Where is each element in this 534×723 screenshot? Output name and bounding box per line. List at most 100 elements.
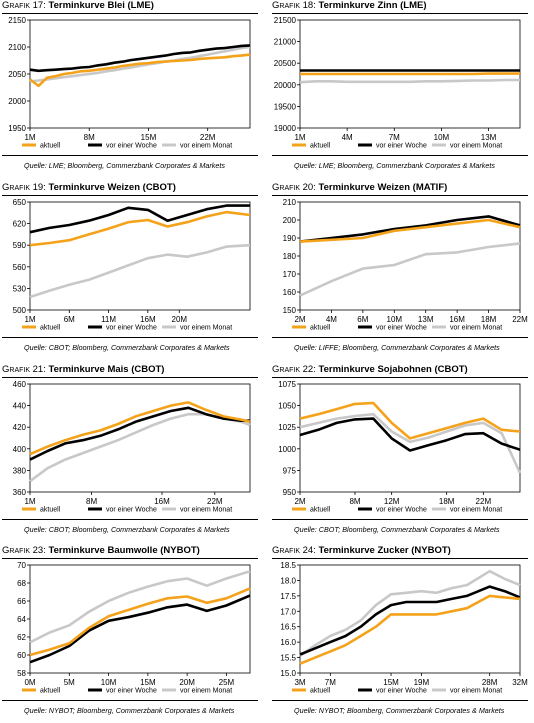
x-tick-label: 13M <box>418 315 434 324</box>
y-tick-label: 380 <box>13 466 27 475</box>
x-tick-label: 22M <box>207 497 223 506</box>
y-tick-label: 20000 <box>274 81 297 90</box>
y-tick-label: 180 <box>283 252 297 261</box>
x-tick-label: 8M <box>84 133 95 142</box>
y-tick-label: 530 <box>13 284 27 293</box>
x-tick-label: 20M <box>179 678 195 687</box>
x-tick-label: 8M <box>349 497 360 506</box>
x-tick-label: 13M <box>481 133 497 142</box>
plot-frame <box>300 565 520 673</box>
source-rule <box>272 337 528 338</box>
y-tick-label: 2100 <box>8 43 26 52</box>
legend-label: vor einer Woche <box>376 325 427 332</box>
x-tick-label: 25M <box>219 678 235 687</box>
legend-label: vor einem Monat <box>450 143 502 150</box>
legend-label: aktuell <box>310 143 331 150</box>
series-line-vor-einem-Monat <box>30 414 250 481</box>
legend-label: vor einem Monat <box>180 507 232 514</box>
source-note: Quelle: NYBOT; Bloomberg, Commerzbank Co… <box>24 706 234 715</box>
series-line-vor-einem-Monat <box>300 80 520 82</box>
x-tick-label: 1M <box>24 497 35 506</box>
legend-label: aktuell <box>310 688 331 695</box>
x-tick-label: 8M <box>86 497 97 506</box>
series-line-vor-einem-Monat <box>30 245 250 297</box>
x-tick-label: 6M <box>64 315 75 324</box>
legend-label: aktuell <box>40 325 61 332</box>
y-tick-label: 190 <box>283 234 297 243</box>
y-tick-label: 950 <box>283 488 297 497</box>
source-note: Quelle: NYBOT; Bloomberg, Commerzbank Co… <box>294 706 504 715</box>
x-tick-label: 1M <box>24 133 35 142</box>
y-tick-label: 70 <box>17 561 26 570</box>
y-tick-label: 2000 <box>8 97 26 106</box>
legend-label: aktuell <box>40 507 61 514</box>
source-note: Quelle: CBOT; Bloomberg, Commerzbank Cor… <box>24 343 230 352</box>
x-tick-label: 10M <box>434 133 450 142</box>
legend-label: aktuell <box>40 688 61 695</box>
y-tick-label: 420 <box>13 423 27 432</box>
x-tick-label: 32M <box>512 678 528 687</box>
y-tick-label: 17.5 <box>280 592 296 601</box>
x-tick-label: 16M <box>140 315 156 324</box>
y-tick-label: 19500 <box>274 102 297 111</box>
legend-label: vor einer Woche <box>376 143 427 150</box>
y-tick-label: 1000 <box>278 445 296 454</box>
y-tick-label: 17.0 <box>280 607 296 616</box>
y-tick-label: 60 <box>17 651 26 660</box>
legend-label: vor einem Monat <box>180 325 232 332</box>
source-rule <box>2 519 258 520</box>
y-tick-label: 590 <box>13 241 27 250</box>
legend-label: vor einem Monat <box>450 688 502 695</box>
source-note: Quelle: CBOT; Bloomberg, Commerzbank Cor… <box>294 525 500 534</box>
legend-label: vor einem Monat <box>180 143 232 150</box>
y-tick-label: 975 <box>283 466 297 475</box>
legend-label: aktuell <box>310 507 331 514</box>
legend-label: vor einer Woche <box>106 325 157 332</box>
y-tick-label: 210 <box>283 198 297 207</box>
legend-label: aktuell <box>310 325 331 332</box>
x-tick-label: 6M <box>357 315 368 324</box>
source-rule <box>272 519 528 520</box>
y-tick-label: 21500 <box>274 16 297 25</box>
chart-panel-19: Grafik 19: Terminkurve Weizen (CBOT) 500… <box>0 182 262 360</box>
x-tick-label: 4M <box>326 315 337 324</box>
y-tick-label: 400 <box>13 445 27 454</box>
y-tick-label: 1050 <box>278 402 296 411</box>
x-tick-label: 22M <box>512 315 528 324</box>
y-tick-label: 66 <box>17 597 26 606</box>
y-tick-label: 500 <box>13 306 27 315</box>
y-tick-label: 64 <box>17 615 26 624</box>
plot-frame <box>30 384 250 492</box>
y-tick-label: 200 <box>283 216 297 225</box>
y-tick-label: 1950 <box>8 124 26 133</box>
y-tick-label: 16.0 <box>280 638 296 647</box>
y-tick-label: 16.5 <box>280 623 296 632</box>
legend-label: vor einer Woche <box>376 688 427 695</box>
y-tick-label: 460 <box>13 380 27 389</box>
x-tick-label: 20M <box>172 315 188 324</box>
legend-label: vor einer Woche <box>106 507 157 514</box>
y-tick-label: 62 <box>17 633 26 642</box>
y-tick-label: 19000 <box>274 124 297 133</box>
x-tick-label: 2M <box>294 497 305 506</box>
x-tick-label: 10M <box>101 678 117 687</box>
y-tick-label: 560 <box>13 263 27 272</box>
legend-label: vor einer Woche <box>106 688 157 695</box>
y-tick-label: 2050 <box>8 70 26 79</box>
x-tick-label: 12M <box>384 497 400 506</box>
series-line-vor-einem-Monat <box>300 243 520 295</box>
legend-label: vor einer Woche <box>106 143 157 150</box>
y-tick-label: 620 <box>13 220 27 229</box>
chart-panel-22: Grafik 22: Terminkurve Sojabohnen (CBOT)… <box>270 364 532 542</box>
legend-label: vor einem Monat <box>450 325 502 332</box>
x-tick-label: 28M <box>482 678 498 687</box>
series-line-aktuell <box>30 588 250 655</box>
legend-label: vor einer Woche <box>376 507 427 514</box>
x-tick-label: 1M <box>24 315 35 324</box>
